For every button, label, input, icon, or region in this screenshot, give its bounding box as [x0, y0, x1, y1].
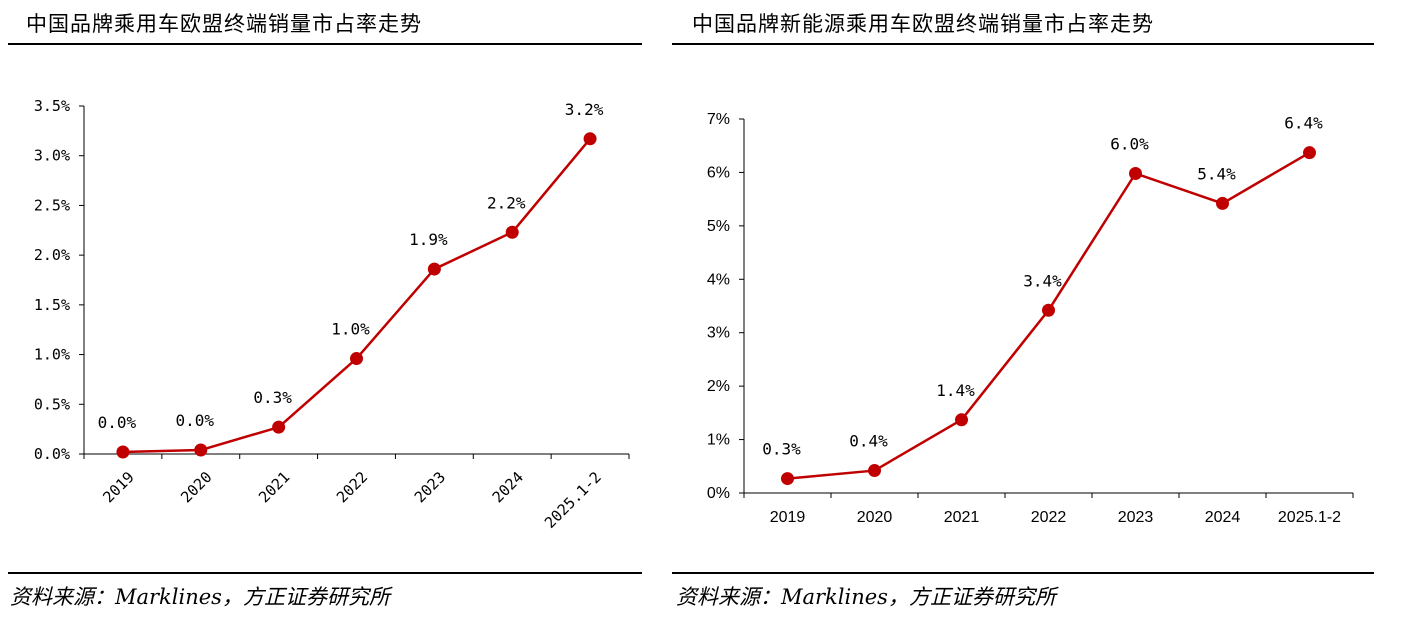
x-tick-label: 2019 [770, 509, 806, 526]
y-tick-label: 2.0% [34, 246, 70, 264]
data-label: 3.2% [565, 100, 604, 119]
data-point [1216, 196, 1229, 210]
left-chart-panel: 中国品牌乘用车欧盟终端销量市占率走势 0.0% 0.5% 1.0% 1.5% 2.0% 2… [0, 0, 642, 631]
nev-market-share-line-chart: 0% 1% 2% 3% 4% 5% 6% 7% 2019 2020 2021 2022 2023 2024… [707, 111, 1354, 526]
right-chart-panel: 中国品牌新能源乘用车欧盟终端销量市占率走势 0% 1% 2% 3% 4% 5% 6% 7% 20… [672, 0, 1374, 631]
y-tick-label: 4% [707, 271, 730, 288]
x-tick-label: 2024 [1205, 509, 1241, 526]
y-tick-label: 1% [707, 432, 730, 449]
title-rule [672, 43, 1374, 45]
data-point [583, 132, 597, 146]
y-tick-label: 1.5% [34, 296, 70, 314]
data-label: 0.4% [849, 432, 888, 451]
y-tick-label: 5% [707, 218, 730, 235]
data-label: 1.9% [409, 230, 448, 249]
y-tick-label: 3% [707, 325, 730, 342]
data-label: 0.3% [762, 440, 801, 459]
data-label: 0.3% [253, 388, 292, 407]
data-point [955, 413, 968, 427]
source-note: 资料来源：Marklines，方正证券研究所 [676, 585, 1056, 609]
data-label: 2.2% [487, 193, 526, 212]
data-point [781, 472, 794, 486]
x-tick-label: 2021 [944, 509, 980, 526]
data-label: 0.0% [176, 411, 215, 430]
series-line [122, 138, 592, 454]
data-point [1129, 166, 1142, 180]
data-point [272, 420, 286, 434]
y-tick-label: 2% [707, 378, 730, 395]
y-tick-label: 3.5% [34, 97, 70, 115]
y-tick-label: 7% [707, 111, 730, 128]
x-tick-label: 2019 [99, 468, 137, 506]
source-note: 资料来源：Marklines，方正证券研究所 [10, 585, 390, 609]
x-tick-label: 2023 [1118, 509, 1154, 526]
data-label: 1.4% [936, 381, 975, 400]
y-tick-label: 1.0% [34, 346, 70, 364]
y-tick-label: 0% [707, 485, 730, 502]
data-point [116, 445, 130, 459]
market-share-line-chart: 0.0% 0.5% 1.0% 1.5% 2.0% 2.5% 3.0% 3.5% 2019 2020… [34, 97, 630, 532]
data-point [868, 464, 881, 478]
data-point [427, 262, 441, 276]
x-tick-label: 2021 [255, 468, 293, 506]
data-label: 1.0% [331, 320, 370, 339]
y-tick-label: 0.5% [34, 395, 70, 413]
x-tick-label: 2025.1-2 [1278, 509, 1341, 526]
x-tick-label: 2022 [1031, 509, 1067, 526]
x-tick-label: 2020 [857, 509, 893, 526]
title-rule [8, 43, 642, 45]
data-point [1042, 303, 1055, 317]
data-point [194, 443, 208, 457]
data-point [1303, 146, 1316, 160]
x-tick-label: 2023 [411, 468, 449, 506]
data-point [350, 352, 363, 366]
y-tick-label: 6% [707, 164, 730, 181]
chart-title: 中国品牌乘用车欧盟终端销量市占率走势 [26, 12, 422, 36]
y-tick-label: 3.0% [34, 147, 70, 165]
y-tick-label: 0.0% [34, 445, 70, 463]
x-tick-label: 2024 [489, 468, 527, 506]
data-label: 3.4% [1023, 271, 1062, 290]
data-label: 5.4% [1197, 164, 1236, 183]
data-label: 0.0% [98, 413, 137, 432]
x-tick-label: 2020 [177, 468, 215, 506]
data-point [505, 225, 519, 239]
chart-title: 中国品牌新能源乘用车欧盟终端销量市占率走势 [692, 12, 1154, 36]
source-rule [672, 572, 1374, 574]
data-label: 6.4% [1284, 114, 1323, 133]
data-label: 6.0% [1110, 134, 1149, 153]
y-tick-label: 2.5% [34, 196, 70, 214]
source-rule [8, 572, 642, 574]
x-tick-label: 2022 [333, 468, 371, 506]
x-tick-label: 2025.1-2 [541, 468, 605, 532]
